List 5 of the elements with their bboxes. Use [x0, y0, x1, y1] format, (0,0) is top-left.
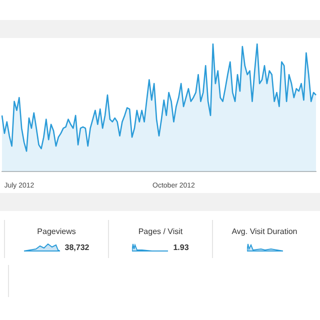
text: 38,732 — [64, 242, 90, 252]
text: Pageviews — [36, 227, 77, 236]
text: Avg. Visit Duration — [230, 227, 298, 236]
text: Pages / Visit — [137, 227, 184, 236]
text: 1.93 — [173, 242, 189, 252]
